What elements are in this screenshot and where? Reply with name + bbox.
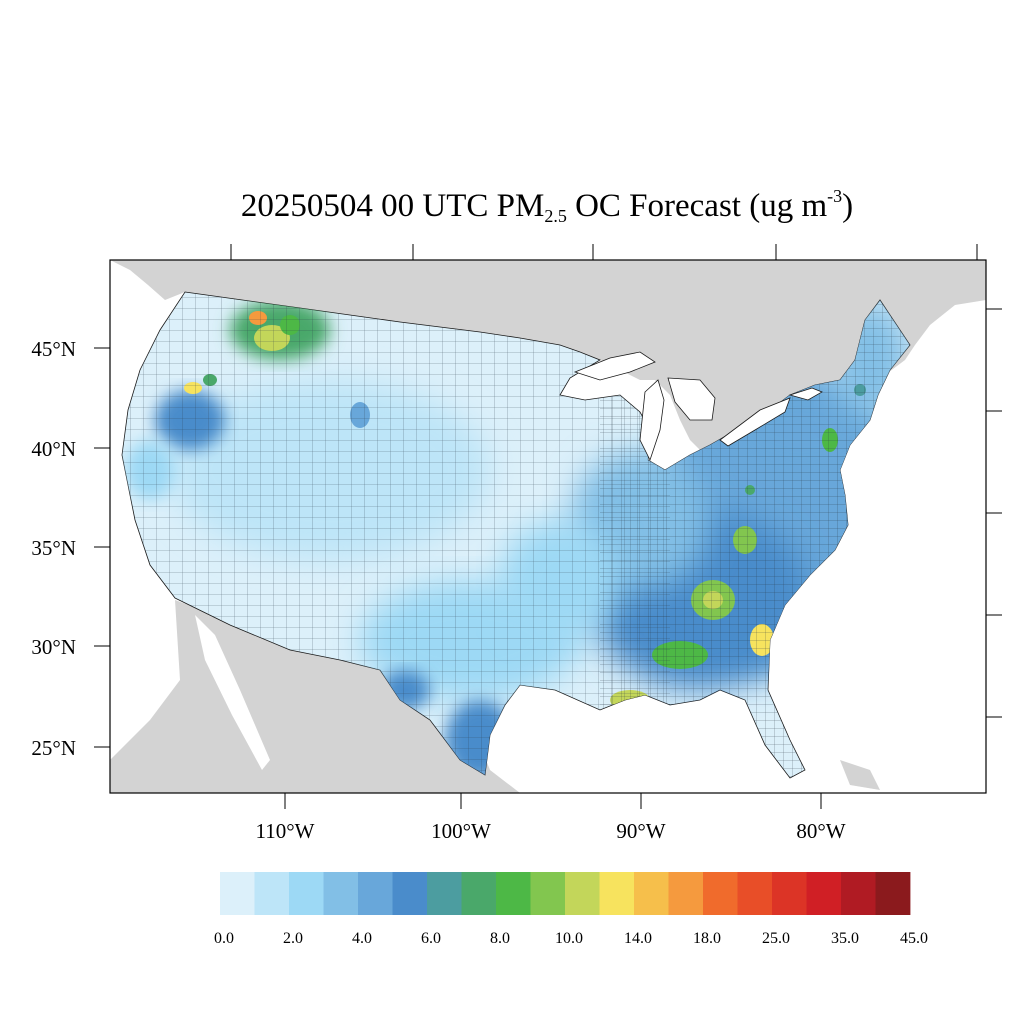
map-frame [109, 259, 987, 794]
map-title: 20250504 00 UTC PM2.5 OC Forecast (ug m-… [240, 186, 854, 226]
lon-label-90w: 90°W [616, 819, 665, 843]
colorbar-swatch [392, 872, 428, 915]
colorbar-swatch [358, 872, 393, 915]
colorbar-swatch [599, 872, 635, 915]
colorbar-swatch [530, 872, 566, 915]
axis-ticks [94, 244, 1002, 809]
colorbar-swatch [496, 872, 531, 915]
colorbar-swatch [806, 872, 842, 915]
colorbar-label: 14.0 [624, 930, 652, 947]
colorbar-swatch [289, 872, 324, 915]
colorbar-swatch [668, 872, 704, 915]
lat-label-40n: 40°N [31, 437, 76, 461]
lat-label-30n: 30°N [31, 635, 76, 659]
colorbar-label: 45.0 [900, 930, 928, 947]
lon-label-110w: 110°W [256, 819, 315, 843]
colorbar-swatch [841, 872, 876, 915]
colorbar-swatch [254, 872, 290, 915]
canada-land [110, 260, 986, 450]
colorbar-label: 0.0 [214, 930, 234, 947]
colorbar-swatch [565, 872, 600, 915]
colorbar-label: 35.0 [831, 930, 859, 947]
map-plot-area [110, 260, 986, 793]
colorbar-swatch [703, 872, 738, 915]
colorbar-swatch [427, 872, 462, 915]
colorbar-label: 25.0 [762, 930, 790, 947]
colorbar-swatch [634, 872, 669, 915]
colorbar-label: 18.0 [693, 930, 721, 947]
colorbar-swatch [323, 872, 359, 915]
colorbar-label: 8.0 [490, 930, 510, 947]
colorbar-swatch [772, 872, 807, 915]
colorbar-label: 10.0 [555, 930, 583, 947]
colorbar-swatch [737, 872, 773, 915]
lon-label-100w: 100°W [431, 819, 491, 843]
colorbar-swatch [461, 872, 497, 915]
colorbar-swatch [875, 872, 911, 915]
colorbar-label: 6.0 [421, 930, 441, 947]
great-lakes [573, 351, 823, 462]
colorbar-swatch [220, 872, 255, 915]
lat-label-35n: 35°N [31, 536, 76, 560]
colorbar-label: 4.0 [352, 930, 372, 947]
caribbean-land [840, 760, 880, 790]
lon-label-80w: 80°W [796, 819, 845, 843]
lat-label-45n: 45°N [31, 337, 76, 361]
lat-label-25n: 25°N [31, 736, 76, 760]
colorbar-label: 2.0 [283, 930, 303, 947]
colorbar: 0.0 2.0 4.0 6.0 8.0 10.0 14.0 18.0 25.0 35.0 45.0 [214, 872, 928, 947]
gulf-of-california [195, 615, 270, 770]
